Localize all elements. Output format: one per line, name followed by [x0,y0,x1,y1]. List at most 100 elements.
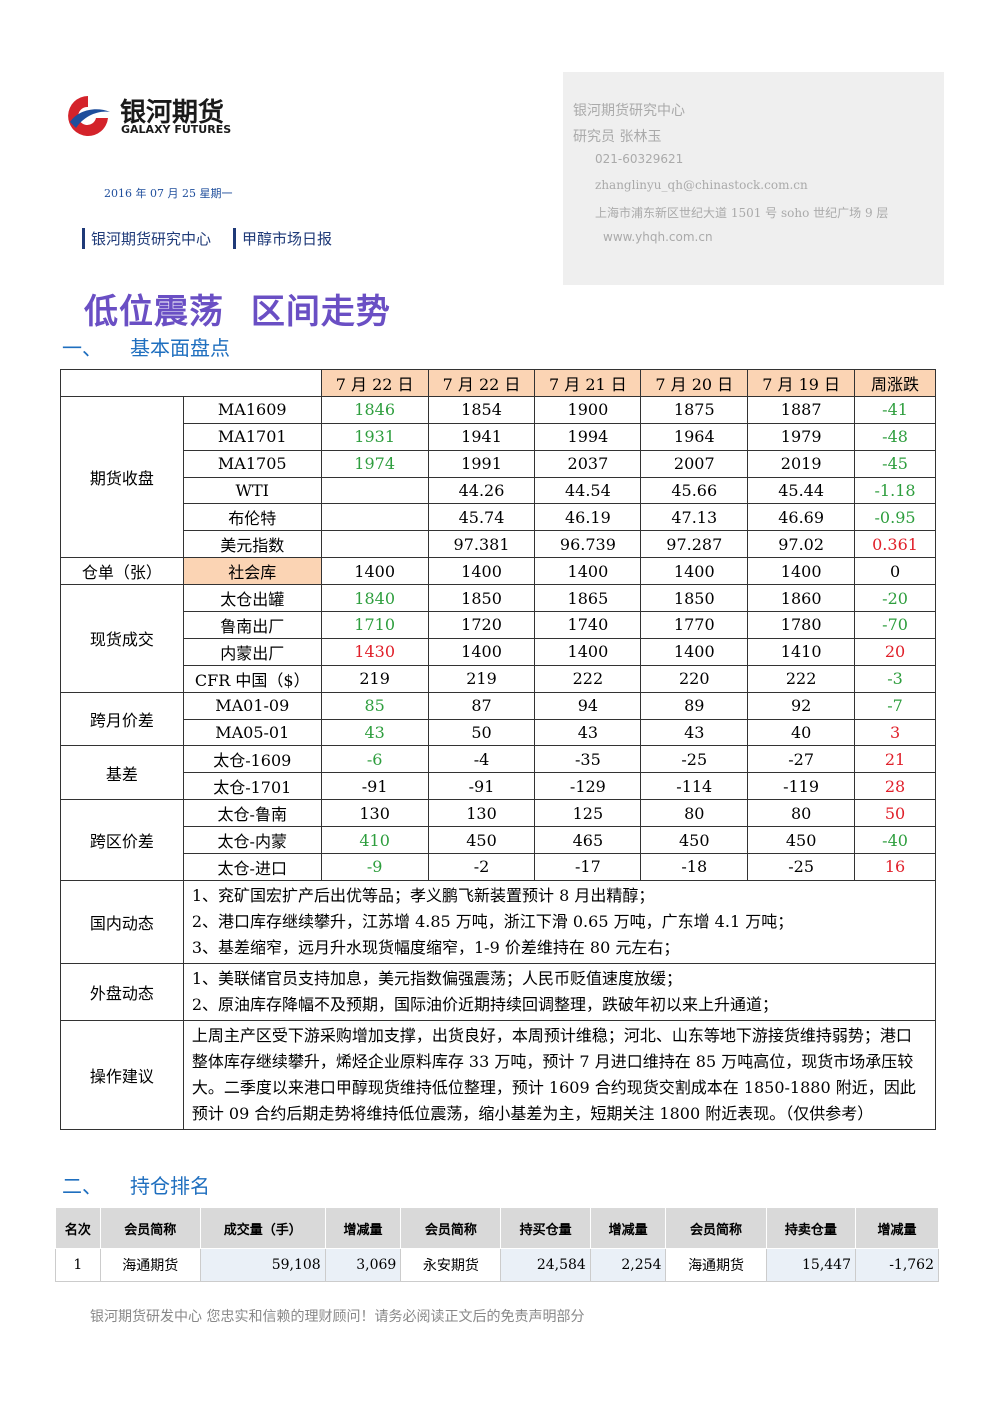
value-cell: 130 [320,799,429,828]
value-cell: -91 [320,772,429,801]
value-cell: 3 [854,718,936,747]
value-cell: -25 [747,853,856,881]
value-cell: 43 [534,718,642,747]
value-cell: 222 [534,664,642,693]
contact-org: 银河期货研究中心 [573,103,685,119]
value-cell: -9 [320,853,429,881]
value-cell: 410 [320,826,429,855]
value-cell: 46.19 [534,503,642,532]
value-cell: 20 [854,637,936,666]
value-cell: -114 [640,772,749,801]
value-cell: -40 [854,826,936,855]
positions-table: 名次 会员简称 成交量（手） 增减量 会员简称 持买仓量 增减量 会员简称 持卖仓量 增减量 1 海通… [55,1207,939,1282]
value-cell: 2019 [747,449,856,478]
value-cell: 40 [747,718,856,747]
value-cell: 130 [427,799,536,828]
section-no: 一、 [62,336,102,360]
row-label: MA1705 [182,449,322,478]
value-cell: 1400 [640,557,749,586]
corner-cell [60,369,322,397]
cell: 24,584 [500,1248,591,1282]
value-cell: 1860 [747,584,856,613]
value-cell: 43 [320,718,429,747]
header-cell: 会员简称 [665,1207,767,1249]
cell: 2,254 [589,1248,667,1282]
header-cell: 持卖仓量 [765,1207,857,1249]
value-cell: 47.13 [640,503,749,532]
value-cell: 2037 [534,449,642,478]
value-cell: -119 [747,772,856,801]
value-cell: -6 [320,745,429,774]
value-cell: 1850 [640,584,749,613]
note-label: 国内动态 [60,879,184,964]
value-cell: 1400 [534,637,642,666]
value-cell: 1854 [427,395,536,424]
section-title: 基本面盘点 [130,336,230,360]
value-cell: 450 [747,826,856,855]
note-line: 1、美联储官员支持加息，美元指数偏强震荡；人民币贬值速度放缓； [191,968,682,988]
value-cell: 50 [854,799,936,828]
value-cell: 1931 [320,422,429,451]
header-cell: 7 月 22 日 [427,369,536,397]
value-cell: 1875 [640,395,749,424]
value-cell: -70 [854,611,936,639]
group-label: 仓单（张） [60,557,184,586]
note-line: 1、兖矿国宏扩产后出优等品；孝义鹏飞新装置预计 8 月出精醇； [191,885,655,905]
breadcrumb: 银河期货研究中心 [82,228,211,249]
data-row: 仓单（张） 社会库 1400 1400 1400 1400 1400 0 [60,557,936,586]
note-line: 2、港口库存继续攀升，江苏增 4.85 万吨，浙江下滑 0.65 万吨，广东增 … [191,911,794,931]
value-cell: 16 [854,853,936,881]
value-cell: 1740 [534,611,642,639]
data-row: 布伦特 45.74 46.19 47.13 46.69 -0.95 [61,503,936,532]
cell: 海通期货 [99,1248,201,1282]
data-row: MA1701 1931 1941 1994 1964 1979 -48 [61,422,936,451]
contact-web: www.yhqh.com.cn [603,230,713,244]
row-label: 太仓-1701 [182,772,322,801]
value-cell: 1710 [320,611,429,639]
value-cell: 1991 [427,449,536,478]
value-cell: 87 [427,691,536,720]
header-row: 名次 会员简称 成交量（手） 增减量 会员简称 持买仓量 增减量 会员简称 持卖仓量 增减量 [55,1207,939,1249]
value-cell: 219 [427,664,536,693]
value-cell: 45.66 [640,476,749,505]
value-cell: 1840 [320,584,429,613]
value-cell: -7 [854,691,936,720]
header-cell: 会员简称 [400,1207,502,1249]
value-cell: 92 [747,691,856,720]
value-cell: 94 [534,691,642,720]
value-cell: 80 [747,799,856,828]
data-row: 太仓-内蒙 410 450 465 450 450 -40 [61,826,936,855]
value-cell [320,503,429,532]
data-row: 跨月价差 MA01-09 85 87 94 89 92 -7 [60,691,936,747]
row-label: MA01-09 [182,691,322,720]
value-cell: -129 [534,772,642,801]
value-cell: -35 [534,745,642,774]
value-cell: -0.95 [854,503,936,532]
value-cell: -4 [427,745,536,774]
value-cell: -27 [747,745,856,774]
value-cell: 1410 [747,637,856,666]
value-cell: -20 [854,584,936,613]
value-cell: -48 [854,422,936,451]
value-cell: 97.287 [640,530,749,559]
note: 1、兖矿国宏扩产后出优等品；孝义鹏飞新装置预计 8 月出精醇； 2、港口库存继续攀… [182,879,937,964]
row-label: 社会库 [182,557,322,586]
note-line: 3、基差缩窄，远月升水现货幅度缩窄，1-9 价差维持在 80 元左右； [191,937,680,957]
cell: 海通期货 [665,1248,767,1282]
value-cell: 45.44 [747,476,856,505]
value-cell: 125 [534,799,642,828]
value-cell: 1400 [747,557,856,586]
note-row: 国内动态 1、兖矿国宏扩产后出优等品；孝义鹏飞新装置预计 8 月出精醇； 2、港口库… [60,879,937,964]
note-row: 外盘动态 1、美联储官员支持加息，美元指数偏强震荡；人民币贬值速度放缓； 2、原油库… [60,962,937,1021]
value-cell: 1979 [747,422,856,451]
value-cell: -18 [640,853,749,881]
row-label: 太仓出罐 [182,584,322,613]
value-cell: 44.26 [427,476,536,505]
row-label: 太仓-进口 [182,853,322,881]
data-row: 1 海通期货 59,108 3,069 永安期货 24,584 2,254 海通期货 15,44… [55,1248,939,1282]
row-label: CFR 中国（$） [182,664,322,693]
data-row: 美元指数 97.381 96.739 97.287 97.02 0.361 [61,530,936,559]
header-cell: 会员简称 [99,1207,201,1249]
value-cell: 0.361 [854,530,936,559]
